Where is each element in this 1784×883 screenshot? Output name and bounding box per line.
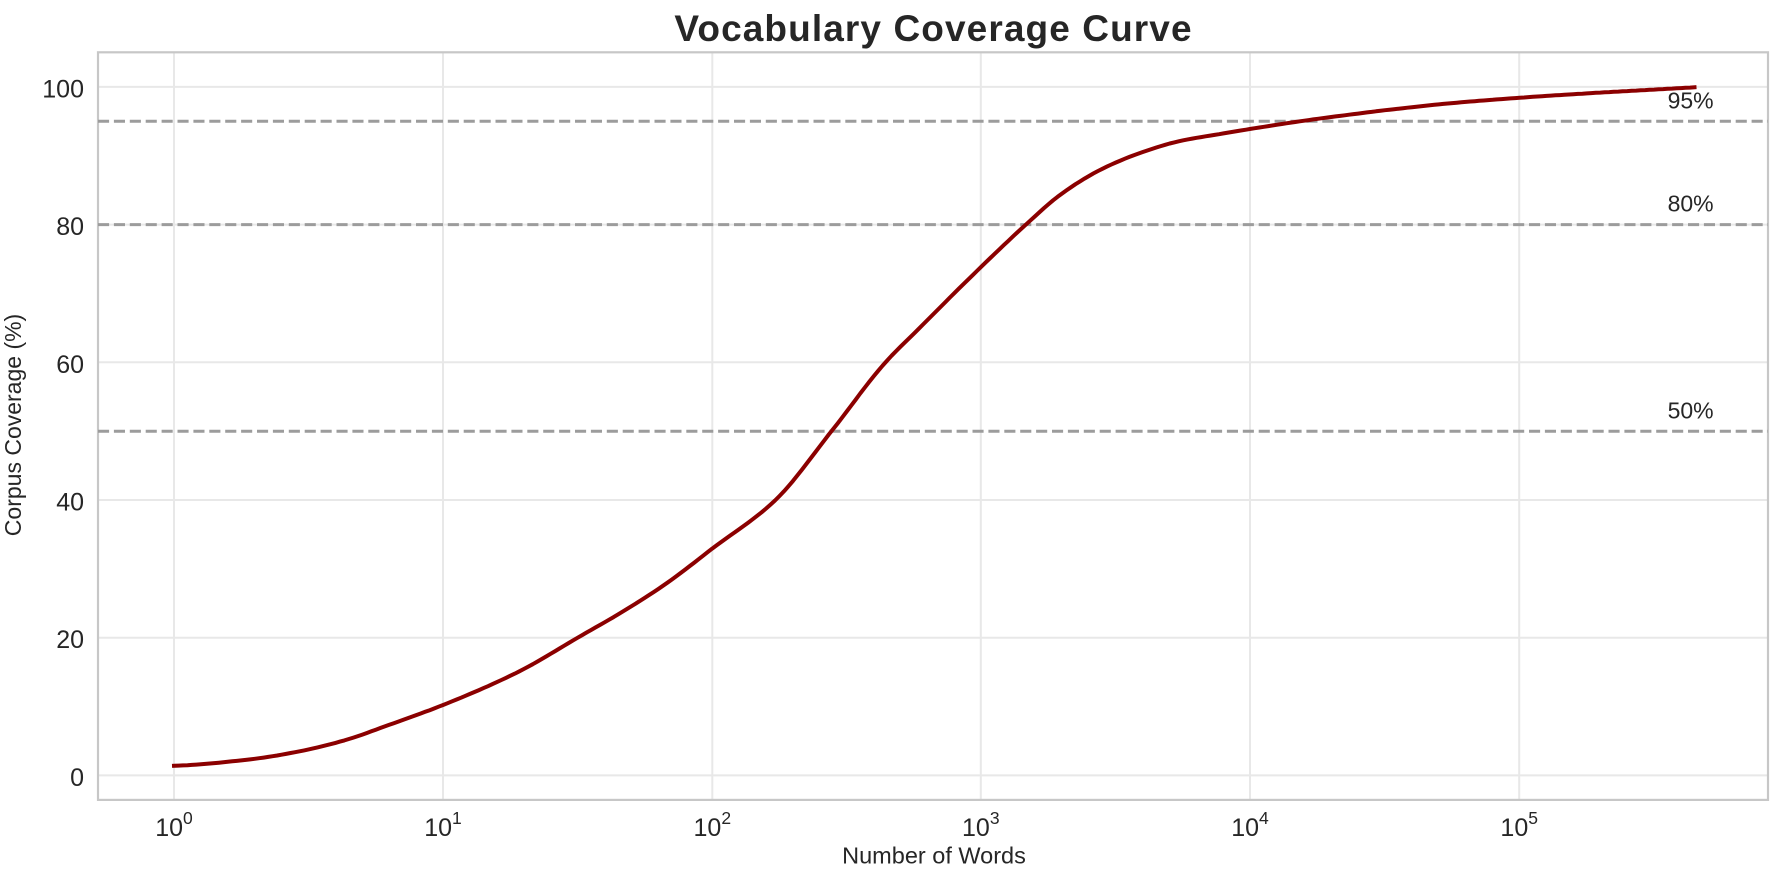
- svg-text:102: 102: [694, 808, 732, 842]
- svg-text:20: 20: [56, 626, 84, 654]
- svg-text:Vocabulary Coverage Curve: Vocabulary Coverage Curve: [674, 8, 1192, 49]
- svg-text:100: 100: [42, 75, 84, 103]
- svg-text:40: 40: [56, 489, 84, 517]
- svg-text:0: 0: [70, 764, 84, 792]
- svg-text:80%: 80%: [1668, 191, 1714, 217]
- svg-text:80: 80: [56, 213, 84, 241]
- svg-text:50%: 50%: [1668, 397, 1714, 423]
- svg-text:Corpus Coverage (%): Corpus Coverage (%): [0, 314, 26, 536]
- svg-text:95%: 95%: [1668, 87, 1714, 113]
- svg-text:Number of Words: Number of Words: [842, 843, 1026, 869]
- svg-text:60: 60: [56, 351, 84, 379]
